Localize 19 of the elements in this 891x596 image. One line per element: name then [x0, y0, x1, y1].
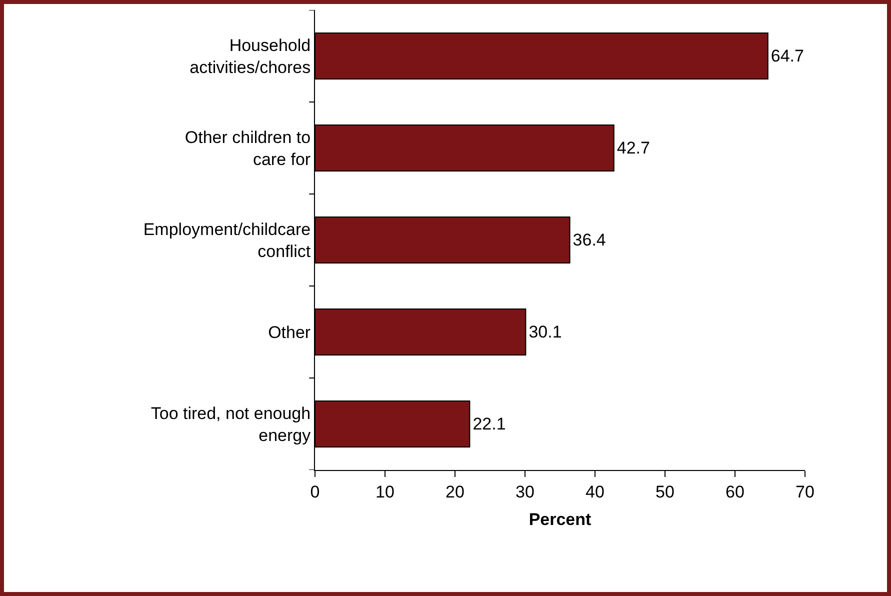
data-label: 64.7: [770, 46, 804, 66]
x-tick-label: 20: [446, 482, 464, 502]
y-tick-label: Too tired, not enough energy: [150, 404, 312, 445]
x-tick-label: 70: [796, 482, 814, 502]
data-label: 42.7: [616, 138, 650, 158]
x-tick-label: 40: [586, 482, 604, 502]
x-tick-label: 60: [726, 482, 744, 502]
x-tick-label: 30: [516, 482, 534, 502]
data-label: 22.1: [472, 414, 506, 434]
data-label: 30.1: [528, 322, 562, 342]
x-axis-title: Percent: [528, 510, 592, 529]
y-tick-label: Household activities/chores: [190, 36, 311, 77]
y-tick-label: Employment/childcare conflict: [143, 220, 311, 261]
x-tick-label: 50: [656, 482, 674, 502]
y-tick-label: Other: [268, 322, 311, 342]
y-tick-label: Other children to care for: [184, 128, 311, 169]
x-tick-label: 10: [376, 482, 394, 502]
x-tick-label: 0: [310, 482, 320, 502]
data-label: 36.4: [572, 230, 606, 250]
